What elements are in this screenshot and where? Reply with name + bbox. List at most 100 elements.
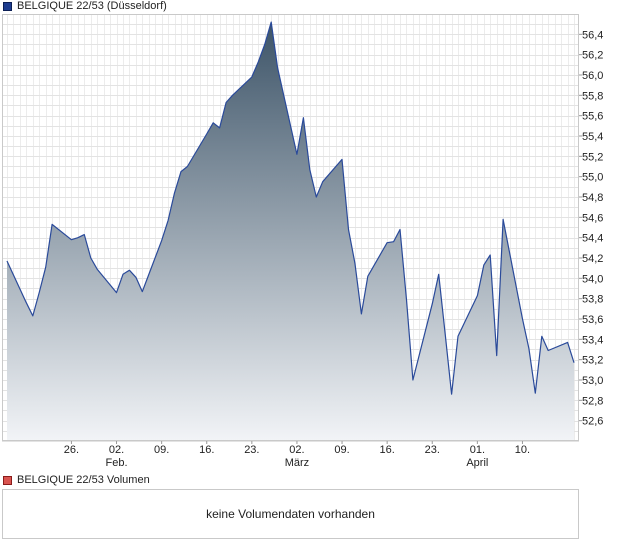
y-tick-label: 53,0 xyxy=(582,375,603,387)
price-point xyxy=(444,332,446,334)
x-tick-label: 02. xyxy=(109,444,124,456)
price-point xyxy=(129,269,131,271)
price-point xyxy=(489,254,491,256)
price-point xyxy=(483,264,485,266)
y-tick-label: 54,0 xyxy=(582,273,603,285)
x-tick-label: 02. xyxy=(289,444,304,456)
price-point xyxy=(71,239,73,241)
y-tick-label: 54,8 xyxy=(582,192,603,204)
price-point xyxy=(303,117,305,119)
price-point xyxy=(225,102,227,104)
price-point xyxy=(457,336,459,338)
price-point xyxy=(341,159,343,161)
y-tick-label: 52,6 xyxy=(582,416,603,428)
x-tick-label: 10. xyxy=(515,444,530,456)
price-point xyxy=(432,303,434,305)
y-tick-label: 54,2 xyxy=(582,253,603,265)
y-tick-label: 52,8 xyxy=(582,395,603,407)
volume-legend: BELGIQUE 22/53 Volumen xyxy=(3,474,150,486)
y-tick-label: 55,6 xyxy=(582,111,603,123)
price-point xyxy=(32,315,34,317)
y-tick-label: 53,6 xyxy=(582,314,603,326)
price-point xyxy=(251,76,253,78)
volume-panel: keine Volumendaten vorhanden xyxy=(2,489,579,539)
price-point xyxy=(399,229,401,231)
y-tick-label: 56,4 xyxy=(582,29,603,41)
x-tick-label: 26. xyxy=(64,444,79,456)
y-tick-label: 55,2 xyxy=(582,151,603,163)
price-point xyxy=(541,336,543,338)
price-point xyxy=(206,133,208,135)
price-chart: 56,4 56,2 56,0 55,8 55,6 55,4 55,2 55,0 54,8 54,6… xyxy=(2,14,603,469)
price-point xyxy=(535,392,537,394)
y-tick-label: 55,8 xyxy=(582,90,603,102)
x-tick-label: 09. xyxy=(154,444,169,456)
price-point xyxy=(367,276,369,278)
volume-legend-label: BELGIQUE 22/53 Volumen xyxy=(17,474,150,486)
price-point xyxy=(264,44,266,46)
price-point xyxy=(348,229,350,231)
price-point xyxy=(116,292,118,294)
price-point xyxy=(296,154,298,156)
plot-frame xyxy=(2,14,579,441)
price-point xyxy=(84,234,86,236)
price-point xyxy=(547,350,549,352)
y-tick-label: 56,2 xyxy=(582,50,603,62)
price-point xyxy=(232,95,234,97)
price-legend-label: BELGIQUE 22/53 (Düsseldorf) xyxy=(17,0,167,12)
price-point xyxy=(219,127,221,129)
x-month-label: März xyxy=(285,457,309,469)
y-tick-label: 55,4 xyxy=(582,131,603,143)
y-tick-label: 56,0 xyxy=(582,70,603,82)
price-point xyxy=(180,171,182,173)
price-point xyxy=(316,196,318,198)
price-point xyxy=(361,313,363,315)
price-point xyxy=(90,257,92,259)
price-point xyxy=(26,302,28,304)
price-point xyxy=(354,262,356,264)
price-line xyxy=(6,21,575,395)
price-point xyxy=(393,241,395,243)
x-tick-label: 09. xyxy=(334,444,349,456)
y-tick-label: 53,4 xyxy=(582,334,603,346)
price-point xyxy=(309,169,311,171)
price-point xyxy=(451,393,453,395)
x-tick-label: 16. xyxy=(379,444,394,456)
price-point xyxy=(406,299,408,301)
price-point xyxy=(122,274,124,276)
price-point xyxy=(502,219,504,221)
price-point xyxy=(161,240,163,242)
price-point xyxy=(270,21,272,23)
volume-legend-swatch xyxy=(3,475,12,485)
y-tick-label: 55,0 xyxy=(582,172,603,184)
price-point xyxy=(528,348,530,350)
y-tick-label: 53,2 xyxy=(582,355,603,367)
x-tick-label: 23. xyxy=(244,444,259,456)
price-point xyxy=(187,166,189,168)
price-point xyxy=(277,67,279,69)
price-point xyxy=(142,291,144,293)
price-point xyxy=(45,266,47,268)
price-point xyxy=(477,295,479,297)
price-legend-swatch xyxy=(3,1,12,11)
price-point xyxy=(77,237,79,239)
price-point xyxy=(212,122,214,124)
price-point xyxy=(38,292,40,294)
price-area xyxy=(7,22,574,441)
x-month-label: Feb. xyxy=(106,457,128,469)
price-point xyxy=(167,220,169,222)
x-tick-label: 01. xyxy=(470,444,485,456)
x-month-label: April xyxy=(466,457,488,469)
price-point xyxy=(174,192,176,194)
price-legend: BELGIQUE 22/53 (Düsseldorf) xyxy=(3,0,167,12)
y-tick-label: 53,8 xyxy=(582,294,603,306)
y-tick-label: 54,4 xyxy=(582,233,603,245)
price-point xyxy=(322,181,324,183)
price-point xyxy=(573,362,575,364)
price-point xyxy=(96,268,98,270)
price-point xyxy=(522,318,524,320)
price-point xyxy=(51,224,53,226)
price-point xyxy=(496,355,498,357)
price-point xyxy=(135,277,137,279)
price-point xyxy=(6,260,8,262)
